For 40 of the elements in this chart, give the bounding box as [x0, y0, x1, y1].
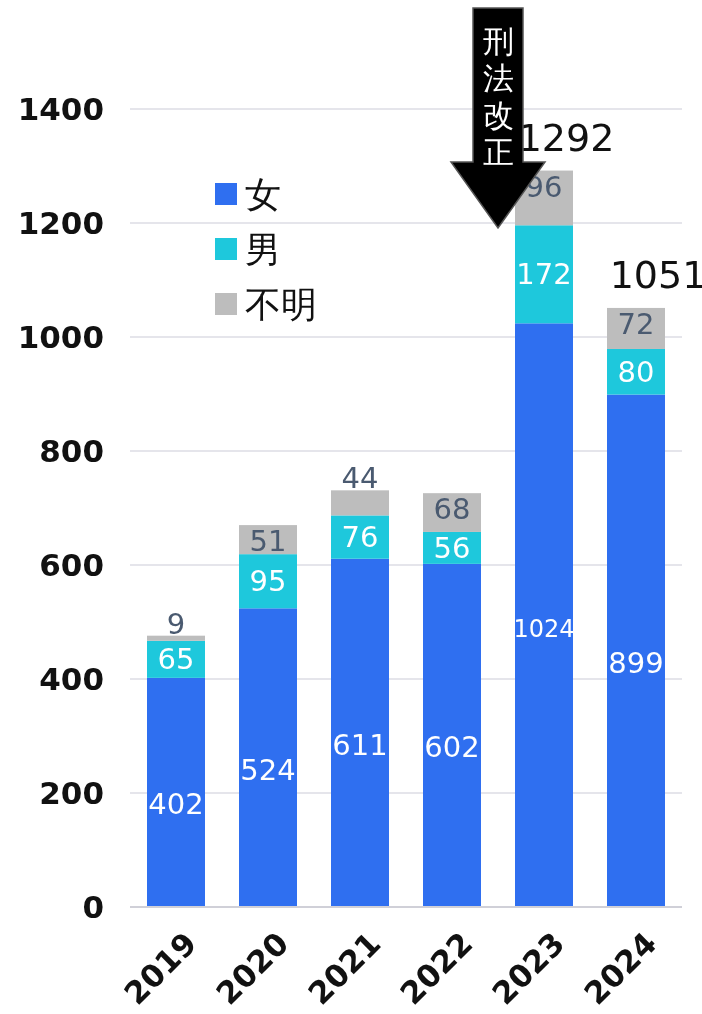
data-label: 172: [516, 257, 572, 292]
data-label: 72: [617, 306, 655, 341]
data-label: 68: [433, 492, 471, 527]
data-label: 611: [332, 727, 388, 762]
y-tick-label: 200: [39, 775, 104, 811]
data-label: 602: [424, 730, 480, 765]
data-label: 51: [249, 524, 287, 559]
data-label: 80: [617, 354, 655, 389]
data-label: 44: [341, 461, 379, 496]
y-tick-label: 800: [39, 433, 104, 469]
bar: [515, 323, 573, 907]
y-tick-label: 600: [39, 547, 104, 583]
data-label: 95: [249, 564, 287, 599]
data-label: 899: [608, 645, 664, 680]
annotation: 刑法改正: [482, 23, 514, 170]
total-label: 1051: [609, 252, 702, 297]
bar: [147, 635, 205, 641]
data-label: 76: [341, 520, 379, 555]
bar: [331, 490, 389, 516]
data-label: 402: [148, 787, 204, 822]
y-tick-label: 0: [82, 889, 104, 925]
total-label: 1292: [517, 115, 615, 160]
y-tick-label: 1000: [17, 319, 104, 355]
legend-label: 不明: [245, 284, 317, 325]
data-label: 65: [157, 642, 195, 677]
data-label: 1024: [513, 615, 575, 644]
bar: [423, 563, 481, 907]
legend-label: 男: [245, 229, 281, 270]
data-label: 524: [240, 752, 296, 787]
bar: [607, 394, 665, 907]
data-label: 9: [166, 606, 186, 641]
bar: [239, 608, 297, 907]
data-label: 56: [433, 530, 471, 565]
legend-label: 女: [245, 174, 281, 215]
y-tick-label: 1400: [17, 91, 104, 127]
bar: [331, 558, 389, 907]
y-tick-label: 1200: [17, 205, 104, 241]
bar: [515, 225, 573, 324]
y-tick-label: 400: [39, 661, 104, 697]
bar: [147, 677, 205, 907]
